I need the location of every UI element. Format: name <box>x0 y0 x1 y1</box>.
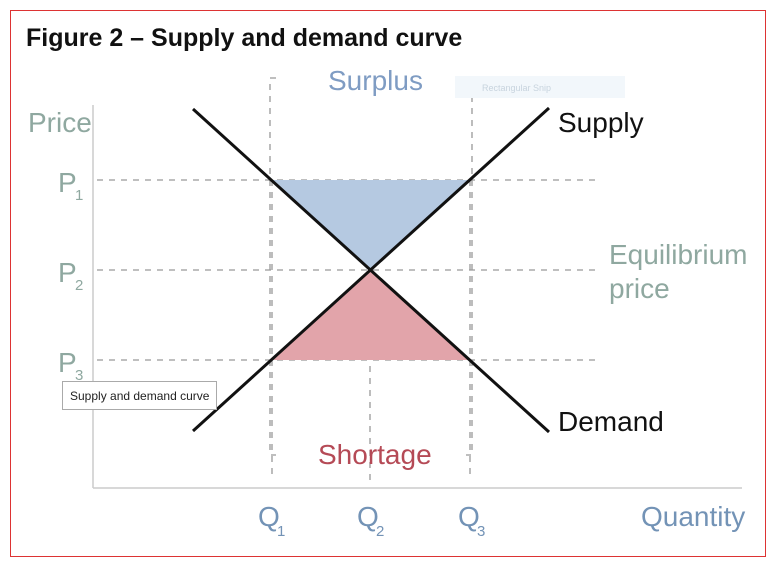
demand-curve <box>191 107 551 434</box>
bracket-left <box>269 77 276 456</box>
supply-label: Supply <box>558 107 644 138</box>
tooltip <box>62 381 217 410</box>
quantity-labels: Q 1 Q 2 Q 3 <box>258 501 485 540</box>
demand-label: Demand <box>558 406 664 437</box>
quantity-sub: 3 <box>477 523 485 540</box>
x-axis-label: Quantity <box>641 501 745 532</box>
quantity-letter: Q <box>357 501 379 532</box>
price-letter: P <box>58 347 77 378</box>
equilibrium-label-line1: Equilibrium <box>609 239 748 270</box>
price-sub: 2 <box>75 277 83 294</box>
shortage-area <box>272 270 470 360</box>
quantity-letter: Q <box>258 501 280 532</box>
price-letter: P <box>58 167 77 198</box>
quantity-letter: Q <box>458 501 480 532</box>
y-axis-label: Price <box>28 107 92 138</box>
snip-overlay <box>455 76 625 98</box>
tooltip-text: Supply and demand curve <box>70 389 210 403</box>
price-sub: 1 <box>75 187 83 204</box>
price-sub: 3 <box>75 367 83 384</box>
frame <box>10 10 766 557</box>
title: Figure 2 – Supply and demand curve <box>26 24 462 52</box>
equilibrium-label-line2: price <box>609 273 670 304</box>
shortage-label: Shortage <box>318 439 432 470</box>
surplus-area <box>272 180 470 270</box>
price-letter: P <box>58 257 77 288</box>
snip-label: Rectangular Snip <box>482 83 551 93</box>
quantity-sub: 2 <box>376 523 384 540</box>
quantity-sub: 1 <box>277 523 285 540</box>
surplus-label: Surplus <box>328 65 423 96</box>
price-labels: P 1 P 2 P 3 <box>58 167 83 384</box>
